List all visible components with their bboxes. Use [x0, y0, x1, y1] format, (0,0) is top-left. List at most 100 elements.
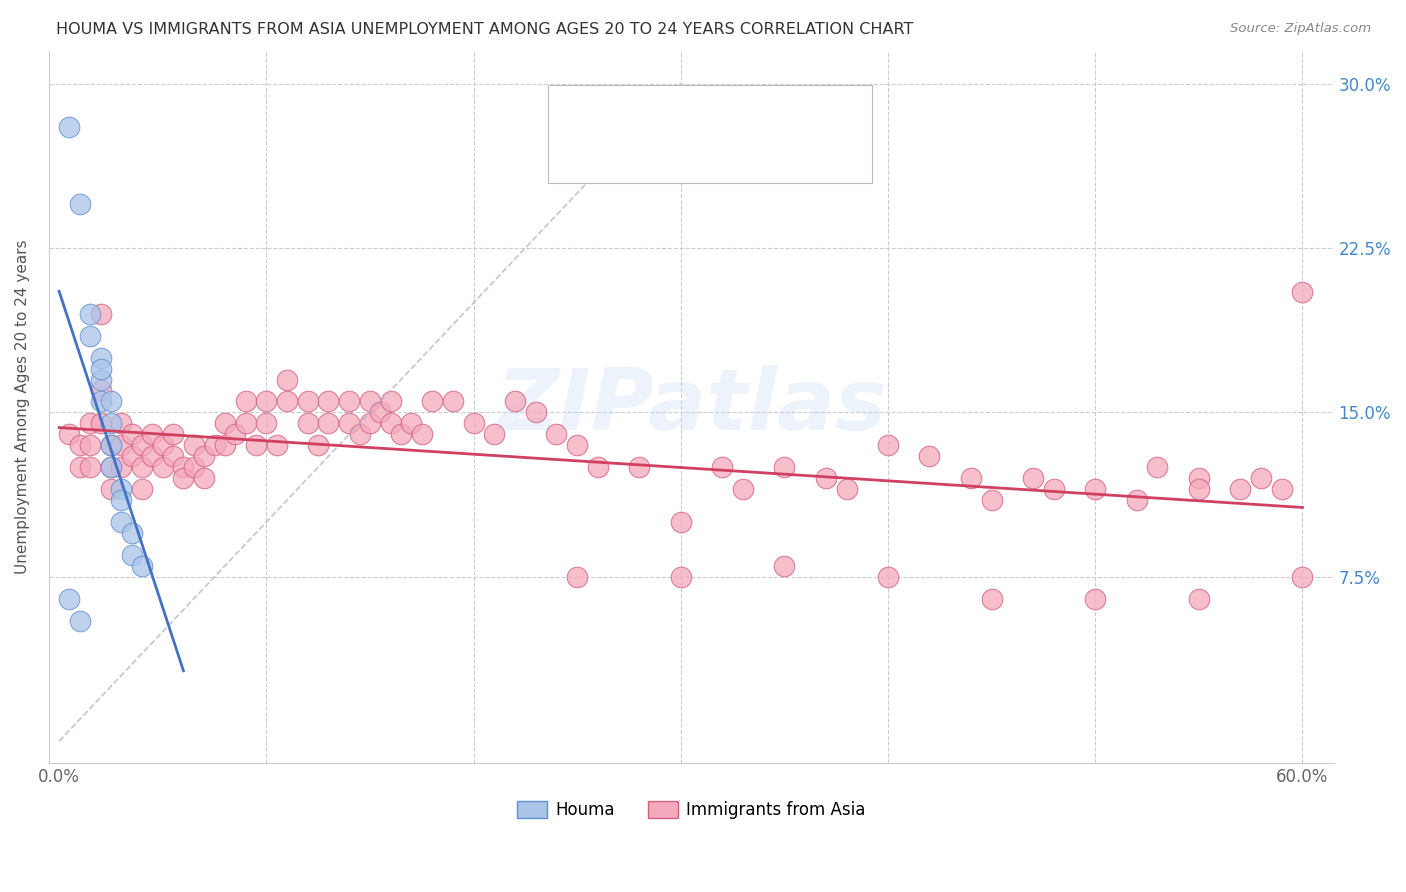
Point — [337, 394, 360, 409]
Point — [1084, 482, 1107, 496]
Text: ZIPatlas: ZIPatlas — [496, 366, 886, 449]
Point — [503, 394, 526, 409]
Point — [1271, 482, 1294, 496]
Point — [1188, 591, 1211, 606]
Point — [121, 449, 143, 463]
Point — [254, 417, 277, 431]
Point — [586, 460, 609, 475]
Point — [349, 427, 371, 442]
Point — [110, 417, 132, 431]
Point — [1125, 493, 1147, 508]
Point — [411, 427, 433, 442]
Y-axis label: Unemployment Among Ages 20 to 24 years: Unemployment Among Ages 20 to 24 years — [15, 240, 30, 574]
Point — [172, 460, 194, 475]
Point — [235, 394, 257, 409]
Point — [368, 405, 391, 419]
Point — [141, 449, 163, 463]
Point — [877, 570, 900, 584]
Point — [401, 417, 423, 431]
Point — [276, 372, 298, 386]
Point — [835, 482, 858, 496]
Point — [100, 417, 122, 431]
Point — [100, 460, 122, 475]
Point — [1291, 570, 1313, 584]
Point — [110, 482, 132, 496]
Point — [669, 515, 692, 529]
Point — [110, 515, 132, 529]
Text: HOUMA VS IMMIGRANTS FROM ASIA UNEMPLOYMENT AMONG AGES 20 TO 24 YEARS CORRELATION: HOUMA VS IMMIGRANTS FROM ASIA UNEMPLOYME… — [56, 22, 914, 37]
Point — [546, 427, 568, 442]
Point — [214, 438, 236, 452]
Point — [773, 460, 796, 475]
Point — [90, 307, 112, 321]
Point — [420, 394, 443, 409]
Point — [69, 197, 91, 211]
Point — [204, 438, 226, 452]
Text: Source: ZipAtlas.com: Source: ZipAtlas.com — [1230, 22, 1371, 36]
Point — [565, 438, 588, 452]
Point — [79, 307, 101, 321]
Point — [359, 417, 381, 431]
Point — [193, 449, 215, 463]
Point — [669, 570, 692, 584]
Point — [297, 417, 319, 431]
Point — [58, 591, 80, 606]
Point — [463, 417, 485, 431]
Text: R =: R = — [612, 103, 648, 120]
Point — [1042, 482, 1064, 496]
Point — [90, 394, 112, 409]
Text: N =: N = — [696, 143, 744, 161]
Point — [152, 460, 174, 475]
Point — [711, 460, 734, 475]
Point — [245, 438, 267, 452]
Point — [628, 460, 651, 475]
Point — [90, 372, 112, 386]
Point — [980, 591, 1002, 606]
Point — [266, 438, 288, 452]
Point — [1022, 471, 1045, 485]
Point — [162, 449, 184, 463]
Point — [131, 460, 153, 475]
Point — [193, 471, 215, 485]
Point — [359, 394, 381, 409]
Point — [100, 394, 122, 409]
Point — [441, 394, 464, 409]
Point — [152, 438, 174, 452]
Point — [121, 548, 143, 562]
Point — [380, 417, 402, 431]
Point — [307, 438, 329, 452]
Point — [110, 493, 132, 508]
Point — [131, 438, 153, 452]
Point — [58, 120, 80, 135]
Point — [731, 482, 754, 496]
Point — [69, 438, 91, 452]
Point — [69, 614, 91, 628]
Point — [172, 471, 194, 485]
Point — [69, 460, 91, 475]
Text: R =: R = — [612, 143, 648, 161]
Point — [100, 438, 122, 452]
Point — [318, 394, 340, 409]
Point — [79, 460, 101, 475]
Point — [1084, 591, 1107, 606]
Point — [1229, 482, 1251, 496]
Point — [1188, 471, 1211, 485]
Point — [100, 460, 122, 475]
Point — [131, 558, 153, 573]
Point — [1188, 482, 1211, 496]
Point — [235, 417, 257, 431]
Point — [79, 328, 101, 343]
Text: 0.056: 0.056 — [647, 143, 699, 161]
Point — [814, 471, 837, 485]
Point — [318, 417, 340, 431]
Text: 0.222: 0.222 — [647, 103, 700, 120]
Point — [1146, 460, 1168, 475]
Point — [183, 460, 205, 475]
Point — [877, 438, 900, 452]
Point — [960, 471, 983, 485]
Point — [773, 558, 796, 573]
Point — [90, 417, 112, 431]
Point — [183, 438, 205, 452]
Point — [254, 394, 277, 409]
Point — [389, 427, 412, 442]
